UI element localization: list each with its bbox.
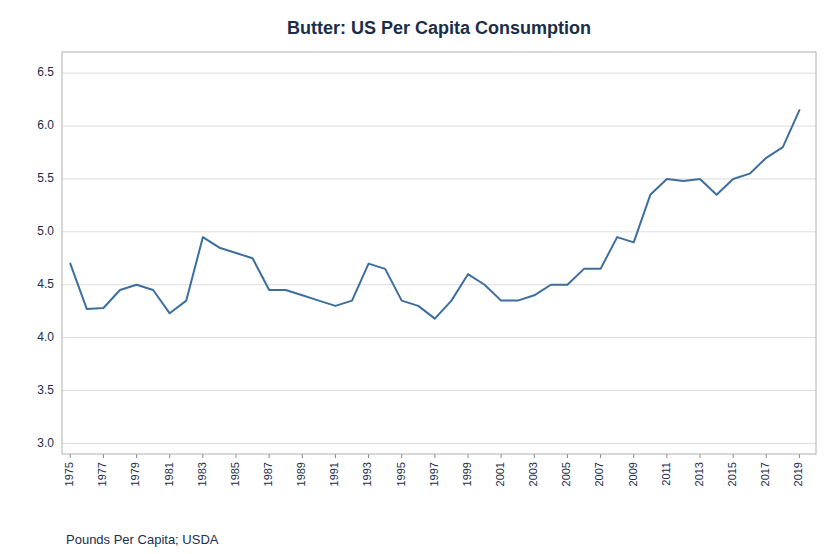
x-tick (202, 454, 203, 458)
x-tick-label: 1977 (96, 462, 108, 486)
y-tick-label: 6.0 (37, 118, 54, 132)
x-tick-label: 1995 (395, 462, 407, 486)
x-tick-label: 2009 (627, 462, 639, 486)
x-tick (269, 454, 270, 458)
series (70, 110, 799, 318)
y-tick-label: 4.0 (37, 330, 54, 344)
x-tick-label: 2013 (693, 462, 705, 486)
y-tick-label: 5.5 (37, 171, 54, 185)
x-tick-label: 2001 (494, 462, 506, 486)
x-tick-label: 1991 (328, 462, 340, 486)
x-tick-label: 1985 (229, 462, 241, 486)
x-tick (468, 454, 469, 458)
x-tick (766, 454, 767, 458)
y-tick-label: 3.5 (37, 383, 54, 397)
x-tick-label: 1981 (163, 462, 175, 486)
x-tick-label: 2017 (759, 462, 771, 486)
x-tick-label: 1999 (461, 462, 473, 486)
x-tick-label: 1997 (428, 462, 440, 486)
x-tick (434, 454, 435, 458)
x-tick-label: 2005 (560, 462, 572, 486)
x-tick (666, 454, 667, 458)
x-tick (567, 454, 568, 458)
x-tick (169, 454, 170, 458)
grid-line (62, 73, 816, 74)
y-tick-label: 3.0 (37, 436, 54, 450)
x-tick-label: 1993 (361, 462, 373, 486)
x-tick (302, 454, 303, 458)
x-tick-label: 2011 (660, 462, 672, 486)
x-tick (401, 454, 402, 458)
x-tick-label: 2019 (792, 462, 804, 486)
x-tick-label: 1975 (63, 462, 75, 486)
y-tick-labels: 3.0 3.5 4.0 4.5 5.0 5.5 6.0 6.5 (37, 65, 54, 449)
footnote: Pounds Per Capita; USDA (66, 532, 219, 547)
x-tick (368, 454, 369, 458)
x-tick-label: 1989 (295, 462, 307, 486)
grid-line (62, 126, 816, 127)
x-tick-label: 2003 (527, 462, 539, 486)
grid-line (62, 337, 816, 338)
x-tick-label: 1979 (129, 462, 141, 486)
line (70, 110, 799, 318)
x-tick-labels: 1975 1977 1979 1981 1983 1985 1987 1989 1991 1993… (63, 454, 804, 486)
x-tick (600, 454, 601, 458)
x-tick-label: 2007 (593, 462, 605, 486)
x-tick (136, 454, 137, 458)
grid-line (62, 231, 816, 232)
grid-line (62, 284, 816, 285)
x-tick (103, 454, 104, 458)
y-tick-label: 4.5 (37, 277, 54, 291)
x-tick (236, 454, 237, 458)
x-tick (501, 454, 502, 458)
y-tick-label: 5.0 (37, 224, 54, 238)
x-tick (700, 454, 701, 458)
plot-frame (62, 52, 816, 454)
x-tick-label: 1983 (196, 462, 208, 486)
x-tick (799, 454, 800, 458)
chart: 3.0 3.5 4.0 4.5 5.0 5.5 6.0 6.5 1975 1977 1979 1981… (0, 0, 840, 554)
y-tick-label: 6.5 (37, 65, 54, 79)
x-tick (70, 454, 71, 458)
background (0, 0, 840, 554)
title: Butter: US Per Capita Consumption (287, 18, 591, 38)
x-tick (335, 454, 336, 458)
x-tick (733, 454, 734, 458)
y-grid (62, 73, 816, 443)
grid-line (62, 178, 816, 179)
grid-line (62, 390, 816, 391)
grid-line (62, 443, 816, 444)
x-tick-label: 2015 (726, 462, 738, 486)
x-tick (534, 454, 535, 458)
x-tick-label: 1987 (262, 462, 274, 486)
x-tick (633, 454, 634, 458)
